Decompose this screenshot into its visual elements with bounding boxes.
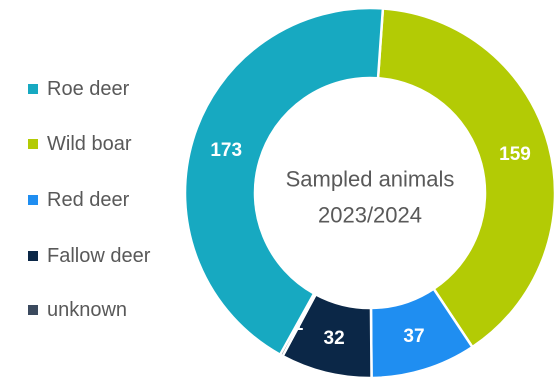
legend-swatch (28, 84, 38, 94)
data-label-unknown: 1 (293, 314, 304, 335)
legend: Roe deer Wild boar Red deer Fallow deer unkn… (0, 0, 200, 379)
legend-item-wild-boar: Wild boar (28, 133, 131, 155)
legend-swatch (28, 251, 38, 261)
data-label-wild-boar: 159 (499, 144, 531, 165)
legend-item-red-deer: Red deer (28, 189, 129, 211)
data-label-red-deer: 37 (403, 326, 424, 347)
center-subtitle: 2023/2024 (318, 203, 422, 228)
legend-label: Red deer (47, 188, 130, 211)
center-title: Sampled animals (286, 167, 455, 192)
legend-label: unknown (47, 298, 128, 321)
legend-swatch (28, 305, 38, 315)
legend-swatch (28, 195, 38, 205)
legend-item-roe-deer: Roe deer (28, 78, 129, 100)
legend-item-fallow-deer: Fallow deer (28, 245, 150, 267)
legend-label: Fallow deer (47, 244, 151, 267)
legend-label: Wild boar (47, 132, 132, 155)
data-label-fallow-deer: 32 (324, 328, 345, 349)
slice-roe-deer (183, 6, 385, 357)
legend-item-unknown: unknown (28, 299, 127, 321)
legend-label: Roe deer (47, 77, 130, 100)
legend-swatch (28, 139, 38, 149)
data-label-roe-deer: 173 (210, 140, 242, 161)
slice-wild-boar (376, 7, 555, 349)
